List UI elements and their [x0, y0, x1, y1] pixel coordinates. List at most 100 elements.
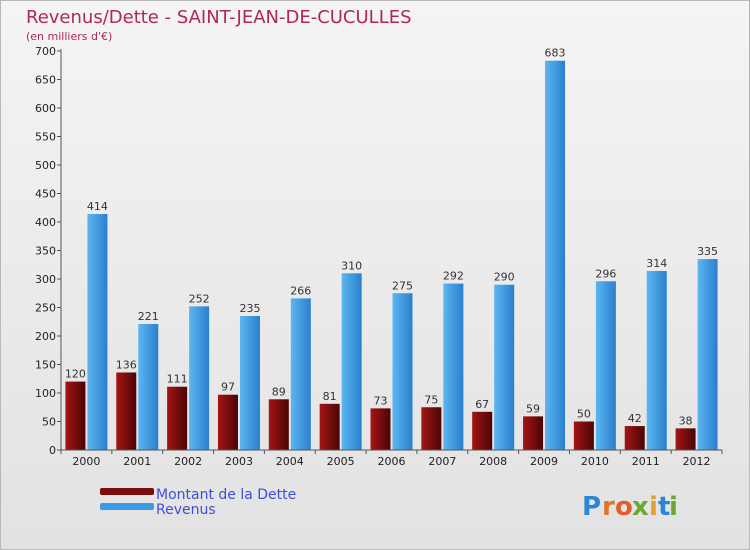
bar-debt [116, 372, 137, 450]
y-tick-label: 600 [35, 102, 56, 115]
legend-label-debt: Montant de la Dette [156, 487, 296, 503]
bar-debt-value-label: 136 [116, 358, 137, 371]
bar-debt [370, 408, 391, 450]
bar-debt-value-label: 38 [679, 414, 693, 427]
bar-debt-value-label: 120 [65, 368, 86, 381]
bar-revenus [392, 293, 413, 450]
bar-revenus [545, 60, 566, 450]
legend-swatch-revenus [100, 503, 154, 510]
bar-revenus-value-label: 266 [290, 284, 311, 297]
bar-debt [217, 394, 238, 450]
bar-revenus [646, 271, 667, 450]
bar-revenus [290, 298, 311, 450]
bar-debt [624, 426, 645, 450]
y-tick-label: 400 [35, 216, 56, 229]
bar-debt-value-label: 75 [424, 393, 438, 406]
bar-debt [675, 428, 696, 450]
x-tick-label: 2012 [683, 455, 711, 468]
bar-debt [421, 407, 442, 450]
x-tick-label: 2010 [581, 455, 609, 468]
bar-debt-value-label: 50 [577, 408, 591, 421]
bar-debt-value-label: 42 [628, 412, 642, 425]
bar-debt [573, 421, 594, 450]
y-tick-label: 650 [35, 74, 56, 87]
y-tick-label: 100 [35, 387, 56, 400]
bar-revenus-value-label: 310 [341, 259, 362, 272]
chart-subtitle: (en milliers d'€) [26, 30, 112, 43]
bar-revenus [189, 306, 210, 450]
bar-debt-value-label: 81 [323, 390, 337, 403]
bar-debt-value-label: 111 [167, 373, 188, 386]
bar-debt-value-label: 73 [374, 394, 388, 407]
bar-debt [523, 416, 544, 450]
logo-letter: P [582, 492, 601, 522]
y-tick-label: 350 [35, 245, 56, 258]
bar-revenus [239, 316, 260, 450]
bar-revenus-value-label: 335 [697, 245, 718, 258]
y-tick-label: 300 [35, 273, 56, 286]
bar-revenus [87, 214, 108, 450]
x-tick-label: 2011 [632, 455, 660, 468]
x-tick-label: 2008 [479, 455, 507, 468]
logo-letter: i [669, 492, 678, 522]
x-tick-label: 2001 [123, 455, 151, 468]
x-tick-label: 2004 [276, 455, 304, 468]
bar-debt-value-label: 67 [475, 398, 489, 411]
bar-debt [319, 403, 340, 450]
x-tick-label: 2007 [428, 455, 456, 468]
y-tick-label: 150 [35, 359, 56, 372]
bar-revenus-value-label: 290 [494, 271, 515, 284]
bar-revenus [494, 284, 515, 450]
bar-revenus-value-label: 275 [392, 279, 413, 292]
bar-revenus [697, 259, 718, 450]
legend-label-revenus: Revenus [156, 502, 216, 518]
y-axis: 0 50 100 150 200 250 300 350 400 450 500 550 600 650 7… [35, 45, 62, 457]
bar-debt-value-label: 97 [221, 381, 235, 394]
bar-revenus-value-label: 235 [239, 302, 260, 315]
bar-revenus-value-label: 414 [87, 200, 108, 213]
bar-revenus [443, 283, 464, 450]
bar-revenus [595, 281, 616, 450]
x-tick-label: 2009 [530, 455, 558, 468]
y-tick-label: 500 [35, 159, 56, 172]
legend: Montant de la Dette Revenus [100, 487, 296, 518]
x-tick-label: 2000 [72, 455, 100, 468]
bar-revenus-value-label: 292 [443, 270, 464, 283]
bar-revenus [341, 273, 362, 450]
y-tick-label: 200 [35, 330, 56, 343]
legend-swatch-debt [100, 488, 154, 495]
bar-debt [167, 386, 188, 450]
bar-debt [472, 411, 493, 450]
y-tick-label: 700 [35, 45, 56, 58]
bar-debt [65, 381, 86, 450]
chart-title: Revenus/Dette - SAINT-JEAN-DE-CUCULLES [26, 7, 412, 28]
y-tick-label: 50 [42, 416, 56, 429]
logo-letter: t [658, 492, 670, 522]
bar-debt [268, 399, 289, 450]
y-tick-label: 250 [35, 302, 56, 315]
y-tick-label: 0 [49, 444, 56, 457]
x-tick-label: 2005 [327, 455, 355, 468]
bar-revenus-value-label: 221 [138, 310, 159, 323]
y-tick-label: 450 [35, 188, 56, 201]
bar-debt-value-label: 89 [272, 385, 286, 398]
bar-revenus-value-label: 314 [646, 257, 667, 270]
x-axis: 2000 2001 2002 2003 2004 2005 2006 2007 2008 2009… [60, 449, 723, 468]
x-tick-label: 2002 [174, 455, 202, 468]
logo-letter: o [615, 492, 633, 522]
bar-revenus-value-label: 683 [545, 47, 566, 60]
bars: 120 414 136 221 111 252 97 235 89 266 81 310 73 275 75… [65, 47, 718, 450]
logo-letter: r [602, 492, 615, 522]
x-tick-label: 2003 [225, 455, 253, 468]
bar-revenus-value-label: 252 [189, 292, 210, 305]
logo-letter: x [632, 492, 649, 522]
bar-debt-value-label: 59 [526, 402, 540, 415]
bar-revenus [138, 324, 159, 450]
logo-letter: i [649, 492, 658, 522]
x-tick-label: 2006 [378, 455, 406, 468]
bar-revenus-value-label: 296 [595, 267, 616, 280]
y-tick-label: 550 [35, 131, 56, 144]
